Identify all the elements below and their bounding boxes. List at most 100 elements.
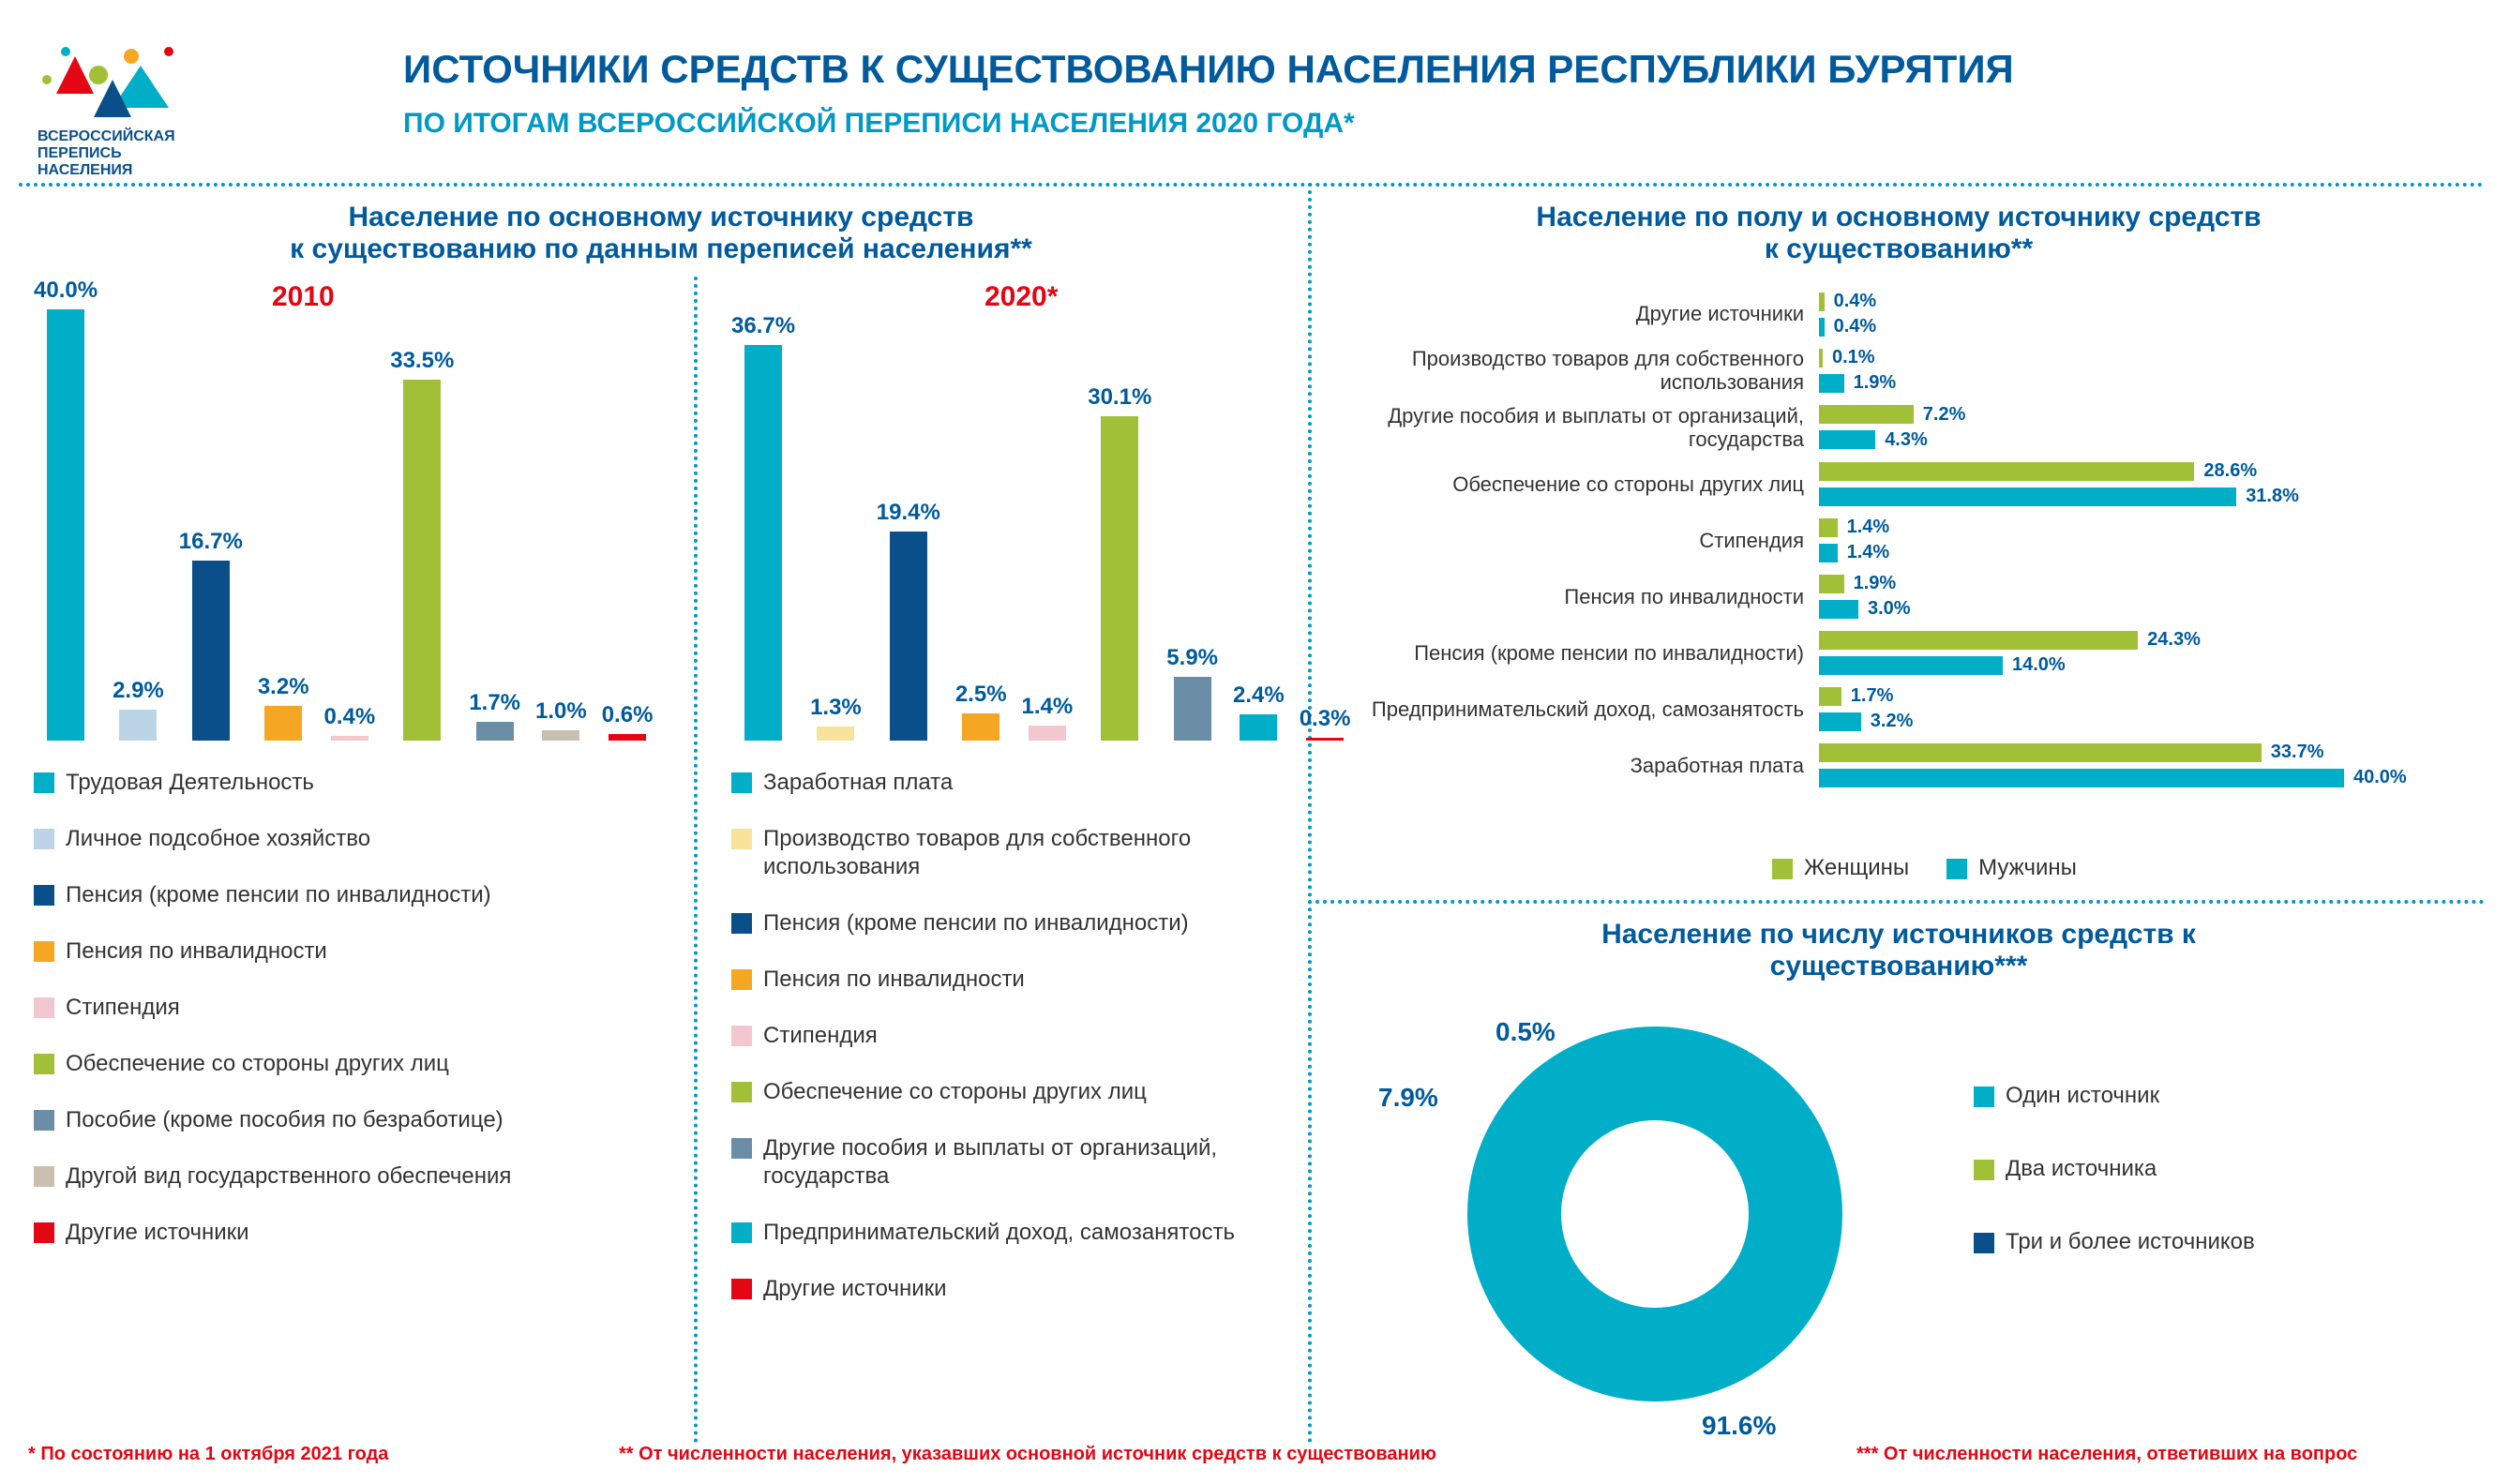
gender-bar-value: 1.4%	[1847, 542, 1890, 563]
bar: 2.9%	[113, 678, 164, 741]
legend-label: Стипендия	[66, 994, 180, 1022]
gender-category-label: Обеспечение со стороны других лиц	[1369, 472, 1819, 496]
donut-legend: Один источникДва источникаТри и более ис…	[1974, 1083, 2255, 1255]
donut-section-title: Население по числу источников средств к …	[1317, 919, 2480, 982]
legend-swatch	[1974, 1233, 1994, 1253]
gender-bar-value: 3.2%	[1871, 711, 1914, 732]
gender-bar	[1819, 712, 1861, 731]
left-section-title: Население по основному источнику средств…	[19, 202, 1303, 265]
legend-item: Заработная плата	[731, 769, 1345, 797]
bar-value: 3.2%	[258, 674, 309, 700]
legend-label: Стипендия	[763, 1022, 878, 1050]
divider-right-mid	[1308, 900, 2485, 904]
bar: 5.9%	[1166, 645, 1218, 741]
bar: 0.6%	[602, 702, 654, 741]
legend-label: Производство товаров для собственного ис…	[763, 825, 1345, 881]
bar-value: 30.1%	[1088, 384, 1151, 411]
donut-chart: 91.6% 7.9% 0.5% Один источникДва источни…	[1411, 998, 2461, 1411]
bar: 2.5%	[955, 682, 1007, 741]
donut-label-1: 91.6%	[1702, 1411, 1776, 1441]
bar-rect	[542, 730, 579, 742]
bar-rect	[47, 309, 84, 741]
svg-text:ВСЕРОССИЙСКАЯ: ВСЕРОССИЙСКАЯ	[38, 127, 175, 144]
gender-bar	[1819, 631, 2138, 650]
legend-label: Предпринимательский доход, самозанятость	[763, 1219, 1235, 1247]
bar-rect	[264, 706, 302, 741]
bar-value: 19.4%	[877, 500, 940, 526]
gender-bar-value: 0.4%	[1834, 316, 1877, 337]
legend-2020: Заработная плата Производство товаров для…	[731, 769, 1345, 1303]
bar: 36.7%	[731, 313, 795, 741]
legend-label: Три и более источников	[2006, 1229, 2255, 1255]
legend-swatch	[34, 997, 54, 1018]
gender-bar-value: 1.9%	[1854, 372, 1897, 394]
legend-swatch	[34, 1054, 54, 1074]
bar-value: 1.0%	[535, 698, 587, 725]
legend-label: Пенсия (кроме пенсии по инвалидности)	[66, 881, 491, 909]
gender-bar	[1819, 349, 1823, 367]
bar-rect	[744, 345, 782, 741]
legend-item: Стипендия	[34, 994, 511, 1022]
donut-label-2: 7.9%	[1378, 1083, 1438, 1113]
legend-swatch	[1974, 1087, 1994, 1107]
bar-rect	[1101, 416, 1138, 741]
legend-label: Обеспечение со стороны других лиц	[763, 1078, 1147, 1106]
legend-label: Обеспечение со стороны других лиц	[66, 1050, 449, 1078]
gender-category-label: Пенсия по инвалидности	[1369, 585, 1819, 608]
gender-category: Производство товаров для собственного ис…	[1369, 347, 2475, 395]
divider-top	[19, 183, 2485, 187]
gender-bar	[1819, 405, 1914, 424]
gender-category-label: Стипендия	[1369, 529, 1819, 552]
gender-category: Обеспечение со стороны других лиц 28.6% 31…	[1369, 460, 2475, 507]
legend-item: Обеспечение со стороны других лиц	[731, 1078, 1345, 1106]
legend-label: Другой вид государственного обеспечения	[66, 1162, 511, 1191]
bar: 2.4%	[1233, 682, 1285, 741]
legend-item: Пособие (кроме пособия по безработице)	[34, 1106, 511, 1134]
legend-swatch	[34, 1110, 54, 1131]
bar-value: 36.7%	[731, 313, 795, 339]
bar-value: 16.7%	[179, 529, 243, 555]
legend-swatch	[34, 1222, 54, 1243]
bar: 19.4%	[877, 500, 940, 741]
bar-rect	[119, 710, 157, 741]
page-subtitle: ПО ИТОГАМ ВСЕРОССИЙСКОЙ ПЕРЕПИСИ НАСЕЛЕН…	[403, 108, 1355, 140]
year-2010-label: 2010	[272, 281, 335, 313]
gender-bar-value: 4.3%	[1885, 429, 1928, 451]
legend-item: Другие пособия и выплаты от организаций,…	[731, 1134, 1345, 1191]
gender-bar	[1819, 687, 1841, 706]
legend-label: Другие источники	[66, 1219, 249, 1247]
legend-label: Пособие (кроме пособия по безработице)	[66, 1106, 504, 1134]
legend-item: Пенсия по инвалидности	[731, 966, 1345, 994]
census-logo: ВСЕРОССИЙСКАЯ ПЕРЕПИСЬ НАСЕЛЕНИЯ	[19, 28, 300, 187]
gender-bar	[1819, 518, 1838, 537]
bar: 0.3%	[1300, 706, 1351, 741]
legend-item: Предпринимательский доход, самозанятость	[731, 1219, 1345, 1247]
bar: 30.1%	[1088, 384, 1151, 741]
gender-category: Другие пособия и выплаты от организаций,…	[1369, 404, 2475, 452]
bar-value: 1.3%	[810, 695, 862, 721]
bar-value: 0.4%	[324, 704, 376, 730]
bar: 3.2%	[258, 674, 309, 741]
legend-item: Производство товаров для собственного ис…	[731, 825, 1345, 881]
footnote-1: * По состоянию на 1 октября 2021 года	[28, 1444, 388, 1465]
legend-swatch	[731, 1026, 752, 1046]
bar: 16.7%	[179, 529, 243, 741]
legend-item: Пенсия (кроме пенсии по инвалидности)	[731, 909, 1345, 937]
gender-category-label: Пенсия (кроме пенсии по инвалидности)	[1369, 641, 1819, 665]
legend-label: Пенсия (кроме пенсии по инвалидности)	[763, 909, 1189, 937]
gender-bar-value: 31.8%	[2246, 486, 2299, 507]
year-2020-label: 2020*	[984, 281, 1058, 313]
legend-item-male: Мужчины	[1946, 855, 2077, 881]
legend-label: Трудовая Деятельность	[66, 769, 314, 797]
gender-bar-value: 14.0%	[2012, 654, 2066, 676]
gender-bar	[1819, 600, 1858, 619]
legend-swatch	[34, 885, 54, 906]
bar: 40.0%	[34, 277, 98, 741]
legend-swatch	[34, 941, 54, 962]
legend-swatch	[34, 1166, 54, 1187]
gender-category: Пенсия по инвалидности1.9%3.0%	[1369, 573, 2475, 620]
bar-rect	[609, 734, 646, 741]
gender-bar-value: 28.6%	[2203, 460, 2257, 482]
legend-item: Обеспечение со стороны других лиц	[34, 1050, 511, 1078]
bar-rect	[1240, 714, 1277, 741]
